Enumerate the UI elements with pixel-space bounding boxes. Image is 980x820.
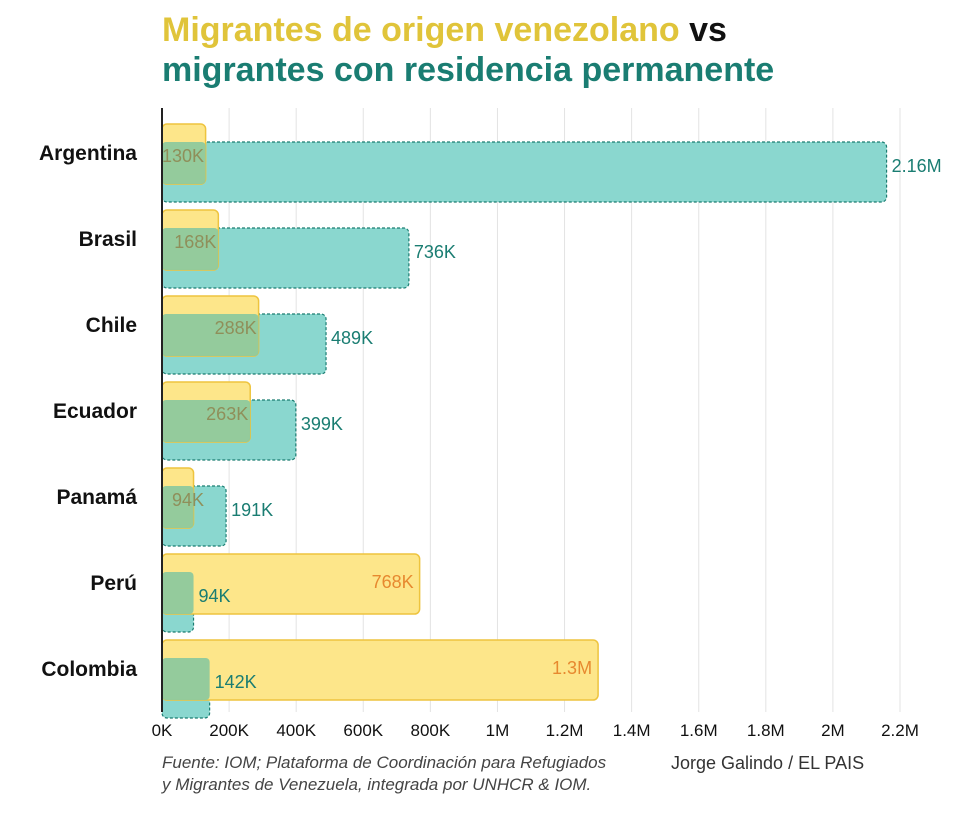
- bar-chart: 0K 200K 400K 600K 800K 1M 1.2M 1.4M 1.6M 1.8M 2M 2.…: [39, 108, 942, 740]
- value-label-residence: 94K: [199, 586, 231, 606]
- x-tick-label: 1.4M: [613, 721, 651, 740]
- title-venezuelan-migrants: Migrantes de origen venezolano: [162, 11, 680, 49]
- value-label-venezuelan: 130K: [162, 146, 204, 166]
- value-label-venezuelan: 768K: [372, 572, 414, 592]
- value-label-venezuelan: 94K: [172, 490, 204, 510]
- x-tick-label: 1M: [486, 721, 510, 740]
- value-label-residence: 399K: [301, 414, 343, 434]
- value-label-residence: 191K: [231, 500, 273, 520]
- x-tick-label: 0K: [152, 721, 173, 740]
- bar-overlap: [162, 658, 210, 700]
- category-label: Perú: [90, 572, 137, 595]
- value-label-residence: 2.16M: [892, 156, 942, 176]
- value-label-venezuelan: 1.3M: [552, 658, 592, 678]
- category-label: Brasil: [79, 228, 137, 251]
- category-label: Colombia: [41, 658, 137, 681]
- value-label-residence: 142K: [215, 672, 257, 692]
- title-vs: vs: [679, 11, 727, 49]
- bar-residence: [161, 141, 888, 203]
- bar-overlap: [162, 572, 194, 614]
- x-tick-label: 400K: [276, 721, 316, 740]
- value-label-residence: 489K: [331, 328, 373, 348]
- source-line-2: y Migrantes de Venezuela, integrada por …: [162, 775, 592, 794]
- value-label-residence: 736K: [414, 242, 456, 262]
- x-tick-label: 1.2M: [546, 721, 584, 740]
- x-tick-label: 1.8M: [747, 721, 785, 740]
- source-line-1: Fuente: IOM; Plataforma de Coordinación …: [162, 753, 607, 772]
- x-tick-label: 600K: [343, 721, 383, 740]
- category-label: Panamá: [56, 486, 137, 509]
- value-label-venezuelan: 288K: [215, 318, 257, 338]
- bar-overlap: [162, 400, 251, 442]
- x-tick-label: 1.6M: [680, 721, 718, 740]
- bar-overlap: [162, 142, 206, 184]
- category-label: Argentina: [39, 142, 137, 165]
- author-credit: Jorge Galindo / EL PAIS: [671, 753, 865, 773]
- chart-title: Migrantes de origen venezolano vs migran…: [162, 10, 774, 90]
- bar-overlap: [162, 486, 194, 528]
- x-tick-label: 2M: [821, 721, 845, 740]
- bar-overlap: [162, 314, 259, 356]
- bar-overlap: [162, 228, 219, 270]
- value-label-venezuelan: 263K: [206, 404, 248, 424]
- title-permanent-residence: migrantes con residencia permanente: [162, 51, 775, 89]
- x-tick-label: 800K: [411, 721, 451, 740]
- x-tick-label: 2.2M: [881, 721, 919, 740]
- category-label: Chile: [86, 314, 137, 337]
- x-tick-label: 200K: [209, 721, 249, 740]
- category-label: Ecuador: [53, 400, 137, 423]
- value-label-venezuelan: 168K: [174, 232, 216, 252]
- source-note: Fuente: IOM; Plataforma de Coordinación …: [162, 752, 632, 796]
